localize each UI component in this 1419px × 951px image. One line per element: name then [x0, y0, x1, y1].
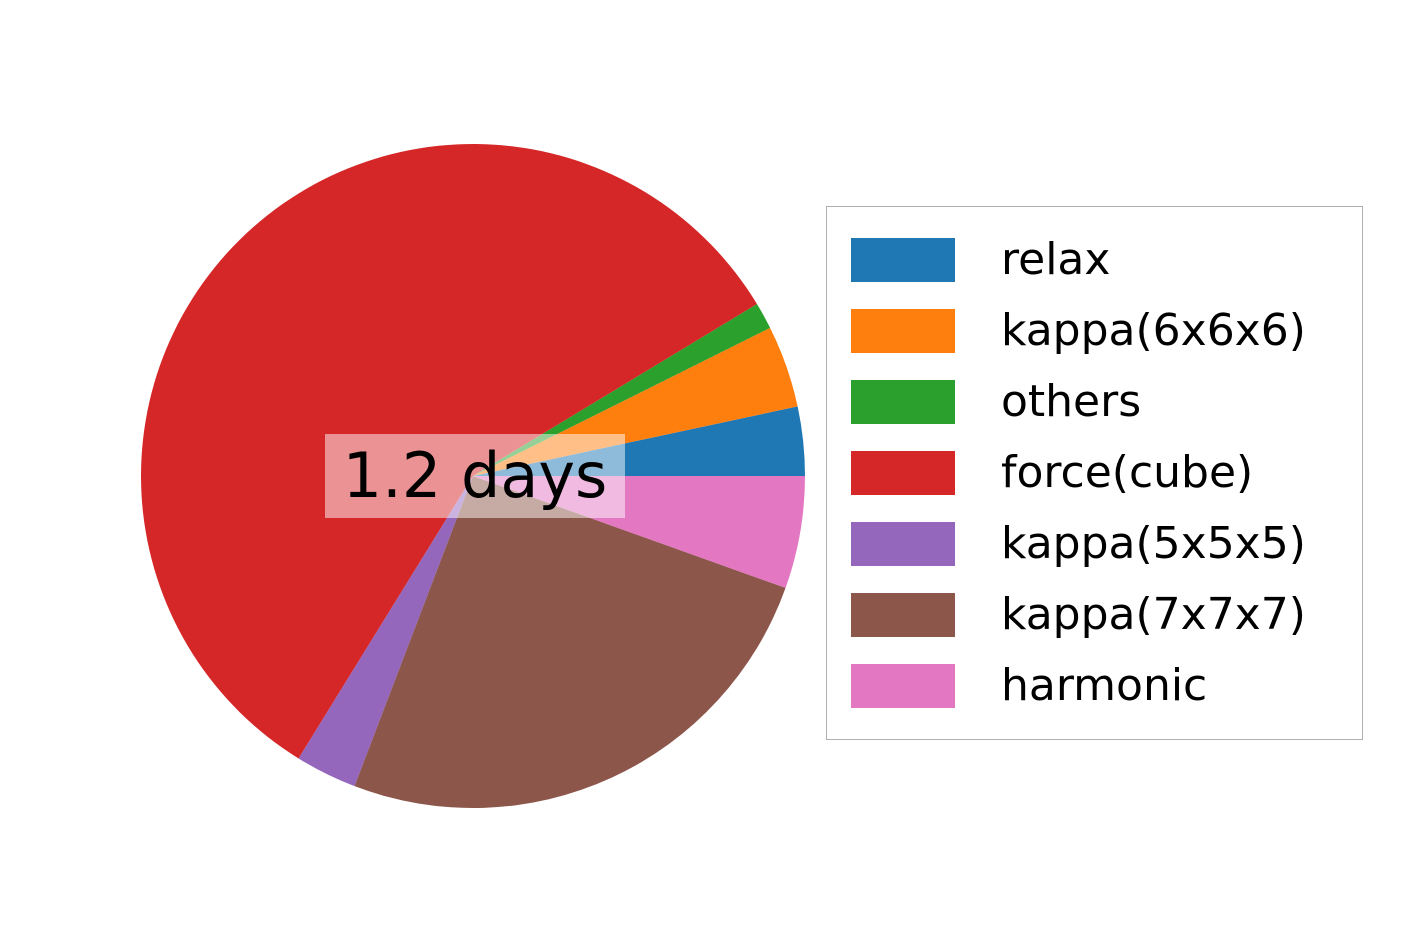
legend-item-label: others	[1001, 376, 1142, 427]
legend-item[interactable]: relax	[851, 229, 1336, 291]
legend-item-label: kappa(5x5x5)	[1001, 518, 1306, 569]
legend-item[interactable]: kappa(5x5x5)	[851, 513, 1336, 575]
legend: relax kappa(6x6x6) others force(cube) kappa(…	[826, 206, 1363, 740]
pie-chart	[141, 144, 805, 808]
pie-svg	[141, 144, 805, 808]
legend-item-label: kappa(7x7x7)	[1001, 589, 1306, 640]
pie-slice-kappa-5x5x5-[interactable]	[298, 476, 473, 787]
pie-slice-others[interactable]	[473, 304, 771, 476]
legend-item-label: force(cube)	[1001, 447, 1254, 498]
legend-swatch-icon	[851, 238, 955, 282]
legend-swatch-icon	[851, 309, 955, 353]
legend-item[interactable]: kappa(7x7x7)	[851, 584, 1336, 646]
legend-item[interactable]: others	[851, 371, 1336, 433]
legend-swatch-icon	[851, 451, 955, 495]
pie-slice-group	[141, 144, 805, 808]
legend-item-label: kappa(6x6x6)	[1001, 305, 1306, 356]
pie-slice-kappa-7x7x7-[interactable]	[354, 476, 786, 808]
legend-swatch-icon	[851, 380, 955, 424]
legend-swatch-icon	[851, 522, 955, 566]
legend-swatch-icon	[851, 664, 955, 708]
legend-item-label: harmonic	[1001, 660, 1208, 711]
legend-swatch-icon	[851, 593, 955, 637]
legend-item[interactable]: force(cube)	[851, 442, 1336, 504]
legend-item-label: relax	[1001, 234, 1111, 285]
legend-item[interactable]: kappa(6x6x6)	[851, 300, 1336, 362]
legend-item[interactable]: harmonic	[851, 655, 1336, 717]
legend-item-list: relax kappa(6x6x6) others force(cube) kappa(…	[851, 229, 1336, 717]
